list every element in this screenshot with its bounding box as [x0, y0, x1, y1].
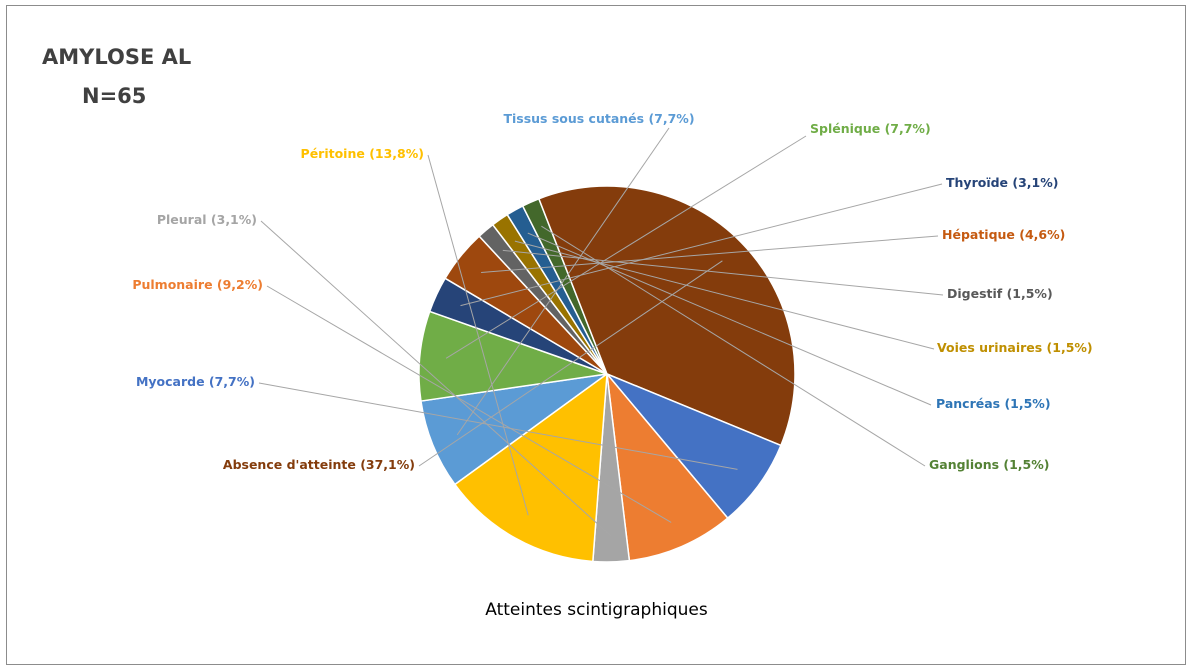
leader-line [456, 127, 670, 436]
leader-line [502, 249, 944, 296]
pie-slice [538, 185, 796, 447]
pie-slices [418, 185, 796, 563]
slice-label: Thyroïde (3,1%) [946, 175, 1058, 190]
leader-line [427, 154, 529, 516]
chart-subtitle: N=65 [82, 84, 147, 108]
slice-label: Ganglions (1,5%) [929, 457, 1049, 472]
leader-lines [258, 127, 944, 536]
chart-x-label: Atteintes scintigraphiques [485, 600, 708, 620]
leader-line [266, 285, 672, 523]
leader-line [541, 225, 926, 467]
leader-line [514, 240, 935, 350]
leader-line [258, 382, 738, 470]
slice-label: Péritoine (13,8%) [301, 146, 424, 161]
leader-line [260, 220, 611, 536]
chart-title: AMYLOSE AL [42, 45, 192, 69]
leader-line [481, 235, 939, 273]
slice-label: Pulmonaire (9,2%) [132, 277, 263, 292]
leader-line [418, 260, 723, 467]
leader-line [445, 135, 807, 359]
slice-label: Digestif (1,5%) [947, 286, 1053, 301]
slice-labels: Tissus sous cutanés (7,7%) Splénique (7,7… [132, 111, 1092, 472]
pie-slice [454, 373, 608, 563]
pie-slice [606, 373, 729, 562]
leader-line [527, 232, 932, 406]
slice-label: Myocarde (7,7%) [136, 374, 255, 389]
slice-label: Tissus sous cutanés (7,7%) [503, 111, 694, 126]
slice-label: Voies urinaires (1,5%) [937, 340, 1093, 355]
slice-label: Splénique (7,7%) [810, 121, 931, 136]
slice-label: Hépatique (4,6%) [942, 227, 1065, 242]
slice-label: Pancréas (1,5%) [936, 396, 1051, 411]
leader-line [460, 183, 943, 307]
slice-label: Absence d'atteinte (37,1%) [223, 457, 415, 472]
slice-label: Pleural (3,1%) [157, 212, 257, 227]
